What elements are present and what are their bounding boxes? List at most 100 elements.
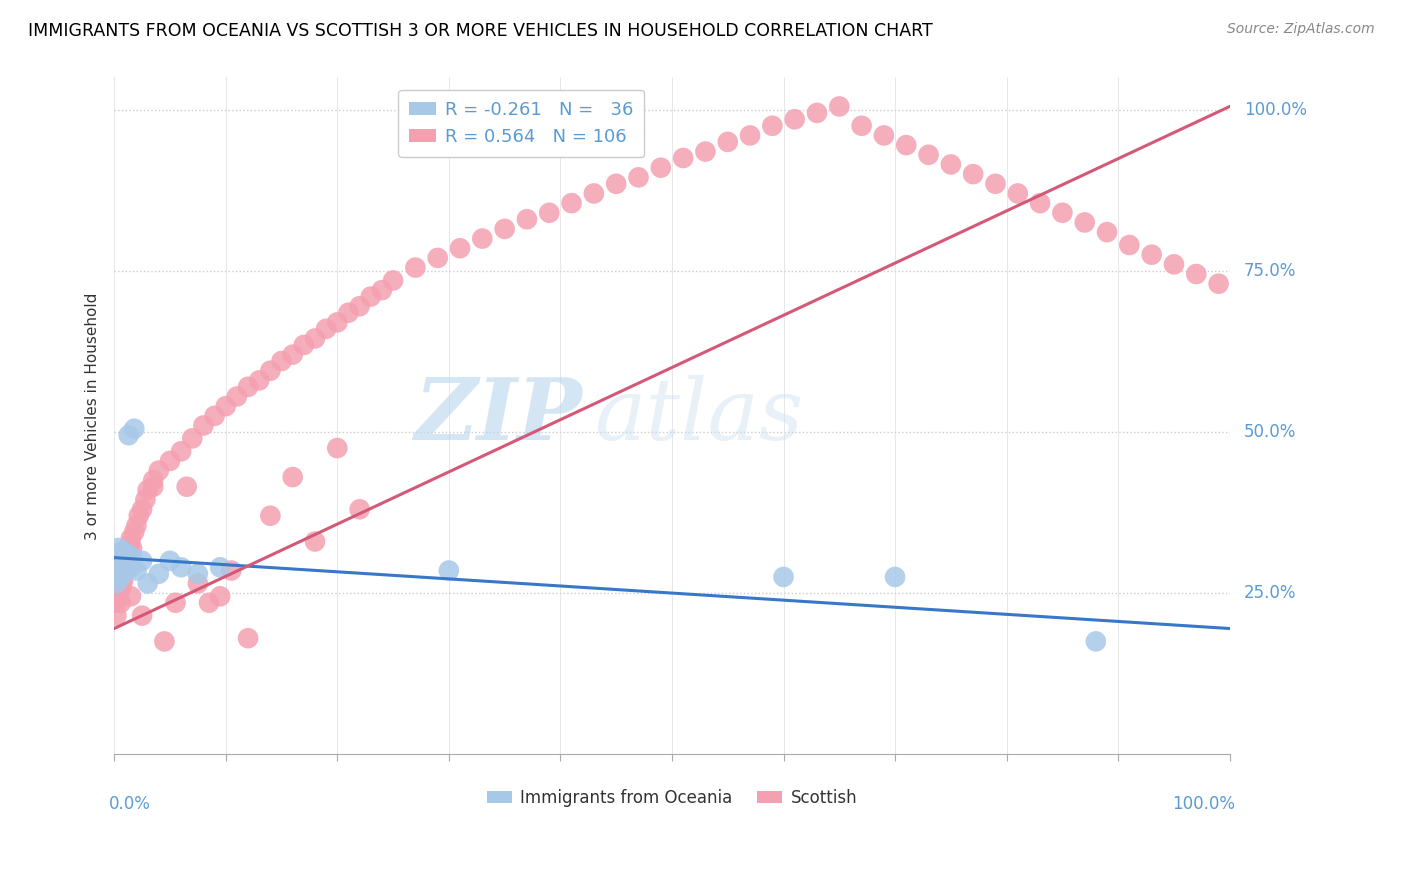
Point <box>884 570 907 584</box>
Text: 100.0%: 100.0% <box>1244 101 1306 119</box>
Point <box>159 554 181 568</box>
Point <box>281 470 304 484</box>
Point <box>121 550 143 565</box>
Point <box>1118 238 1140 252</box>
Point <box>187 576 209 591</box>
Point <box>695 145 717 159</box>
Point <box>121 541 143 555</box>
Point <box>165 596 187 610</box>
Text: 100.0%: 100.0% <box>1173 795 1236 813</box>
Point <box>112 573 135 587</box>
Point <box>120 531 142 545</box>
Text: IMMIGRANTS FROM OCEANIA VS SCOTTISH 3 OR MORE VEHICLES IN HOUSEHOLD CORRELATION : IMMIGRANTS FROM OCEANIA VS SCOTTISH 3 OR… <box>28 22 932 40</box>
Point <box>962 167 984 181</box>
Text: atlas: atlas <box>593 375 803 458</box>
Point <box>114 564 136 578</box>
Text: Source: ZipAtlas.com: Source: ZipAtlas.com <box>1227 22 1375 37</box>
Point <box>806 106 828 120</box>
Point <box>209 560 232 574</box>
Point <box>672 151 695 165</box>
Point <box>259 508 281 523</box>
Point <box>112 554 135 568</box>
Point <box>120 589 142 603</box>
Point <box>114 548 136 562</box>
Point <box>120 560 142 574</box>
Point <box>1140 248 1163 262</box>
Point <box>107 564 129 578</box>
Point <box>107 576 129 591</box>
Point <box>118 538 141 552</box>
Point <box>326 315 349 329</box>
Point <box>104 596 127 610</box>
Point <box>471 231 494 245</box>
Point <box>449 241 471 255</box>
Point <box>828 99 851 113</box>
Point <box>125 518 148 533</box>
Point <box>605 177 627 191</box>
Point <box>315 322 337 336</box>
Point <box>111 580 134 594</box>
Point <box>117 560 139 574</box>
Point <box>125 564 148 578</box>
Point <box>247 373 270 387</box>
Point <box>1185 267 1208 281</box>
Point <box>153 634 176 648</box>
Point <box>110 570 132 584</box>
Point <box>131 502 153 516</box>
Point <box>437 564 460 578</box>
Point <box>108 582 131 597</box>
Point <box>561 196 583 211</box>
Point <box>112 557 135 571</box>
Point <box>115 554 138 568</box>
Point <box>349 502 371 516</box>
Point <box>136 483 159 497</box>
Point <box>110 596 132 610</box>
Point <box>181 431 204 445</box>
Point <box>110 573 132 587</box>
Point <box>783 112 806 127</box>
Point <box>236 631 259 645</box>
Point <box>1007 186 1029 201</box>
Point <box>209 589 232 603</box>
Point <box>225 389 247 403</box>
Point <box>107 592 129 607</box>
Point <box>111 560 134 574</box>
Point <box>118 428 141 442</box>
Point <box>159 454 181 468</box>
Point <box>111 550 134 565</box>
Point <box>105 560 128 574</box>
Point <box>114 564 136 578</box>
Point <box>304 331 326 345</box>
Point <box>270 354 292 368</box>
Point <box>896 138 918 153</box>
Point <box>1208 277 1230 291</box>
Point <box>108 564 131 578</box>
Point <box>136 576 159 591</box>
Point <box>108 548 131 562</box>
Point <box>360 289 382 303</box>
Point <box>148 464 170 478</box>
Text: 0.0%: 0.0% <box>108 795 150 813</box>
Point <box>142 480 165 494</box>
Point <box>170 444 193 458</box>
Point <box>851 119 873 133</box>
Point <box>108 560 131 574</box>
Point <box>917 148 939 162</box>
Point <box>1073 215 1095 229</box>
Text: 50.0%: 50.0% <box>1244 423 1296 441</box>
Point <box>107 554 129 568</box>
Point <box>873 128 896 143</box>
Point <box>582 186 605 201</box>
Point <box>281 348 304 362</box>
Point <box>738 128 761 143</box>
Point <box>627 170 650 185</box>
Point <box>187 566 209 581</box>
Point <box>939 157 962 171</box>
Point <box>772 570 794 584</box>
Point <box>236 380 259 394</box>
Point <box>128 508 150 523</box>
Point <box>107 541 129 555</box>
Point <box>148 566 170 581</box>
Point <box>259 364 281 378</box>
Text: 75.0%: 75.0% <box>1244 262 1296 280</box>
